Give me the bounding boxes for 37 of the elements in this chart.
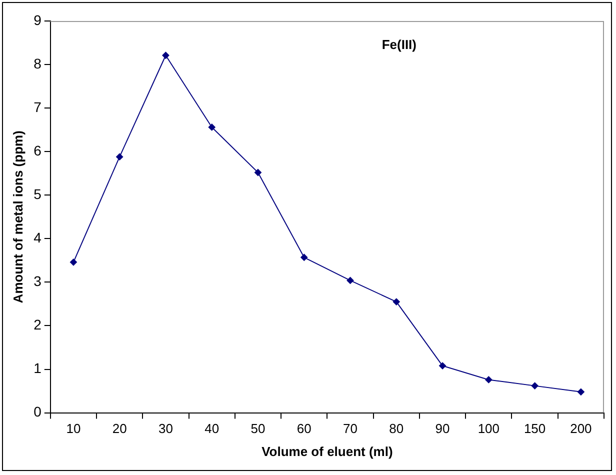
point (254, 168, 262, 176)
point (70, 258, 77, 266)
x-tick-label: 30 (158, 421, 173, 436)
point (116, 153, 124, 160)
y-tick-label: 5 (34, 186, 42, 202)
point (346, 276, 354, 284)
point (208, 124, 216, 131)
y-tick-label: 8 (34, 55, 42, 72)
x-tick-label: 60 (296, 421, 312, 436)
x-tick-label: 20 (112, 421, 127, 436)
y-tick-label: 7 (34, 98, 42, 115)
annotation: Fe(III) (382, 37, 416, 52)
point (439, 362, 446, 370)
y-axis-title: Amount of metal ions (ppm) (10, 130, 26, 304)
x-tick-label: 150 (524, 421, 546, 436)
point (162, 52, 170, 59)
x-tick-label: 10 (66, 421, 81, 436)
y-tick-label: 1 (34, 360, 42, 376)
point (577, 388, 584, 396)
x-tick-label: 50 (250, 421, 266, 436)
x-tick-label: 100 (478, 421, 500, 436)
point (392, 298, 400, 306)
y-tick-label: 9 (34, 12, 42, 28)
point (531, 382, 538, 390)
x-tick-label: 70 (343, 421, 358, 436)
point (300, 254, 308, 261)
x-tick-label: 80 (389, 421, 404, 436)
y-tick-label: 3 (34, 273, 42, 290)
y-tick-label: 0 (34, 404, 42, 420)
x-tick-label: 90 (435, 421, 450, 436)
point (485, 376, 492, 384)
x-axis-title: Volume of eluent (ml) (262, 444, 393, 459)
x-tick-label: 40 (204, 421, 220, 436)
y-tick-label: 6 (34, 142, 42, 158)
y-tick-label: 4 (34, 230, 42, 246)
y-tick-label: 2 (34, 316, 42, 333)
x-tick-label: 200 (570, 421, 592, 436)
